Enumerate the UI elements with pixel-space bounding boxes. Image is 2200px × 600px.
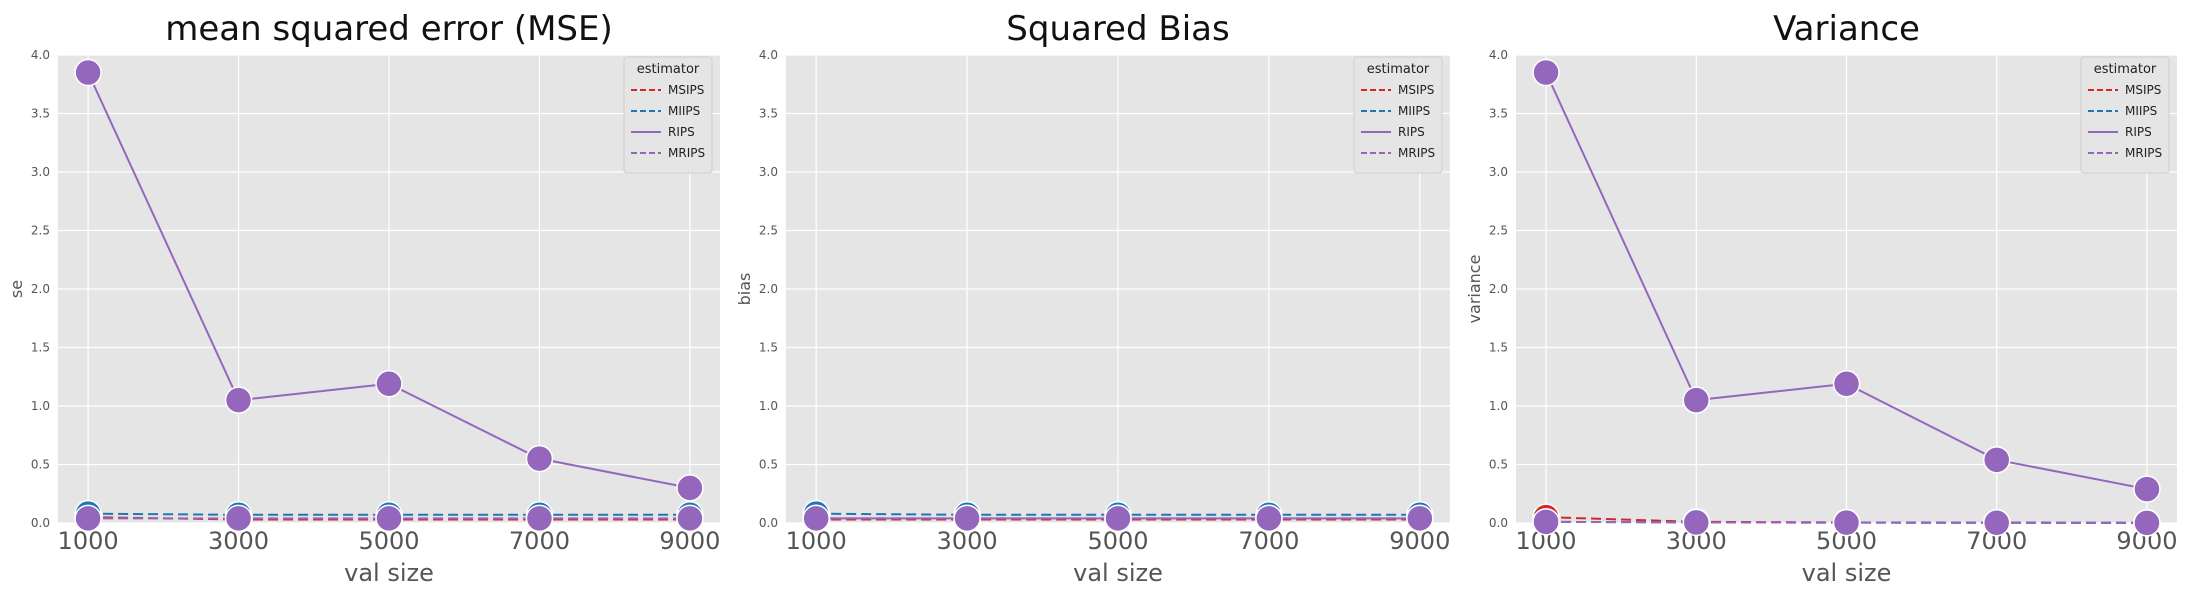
y-tick-label: 3.0 xyxy=(31,165,50,179)
legend-label-msips: MSIPS xyxy=(1398,83,1434,97)
chart-title: Variance xyxy=(1773,9,1920,49)
legend-label-mrips: MRIPS xyxy=(1398,146,1435,160)
data-point-mrips xyxy=(525,504,554,533)
data-point-mrips xyxy=(1682,508,1711,537)
y-tick-label: 0.0 xyxy=(31,516,50,530)
y-tick-label: 4.0 xyxy=(31,48,50,62)
y-tick-label: 2.5 xyxy=(1489,224,1508,238)
data-point-mrips xyxy=(375,504,403,533)
data-point-rips xyxy=(1832,370,1861,398)
data-point-rips xyxy=(953,504,981,533)
data-point-rips xyxy=(1982,446,2011,474)
data-point-rips xyxy=(1104,504,1132,533)
data-point-mrips xyxy=(1832,508,1861,537)
y-tick-label: 2.0 xyxy=(1489,282,1508,296)
x-axis-label: val size xyxy=(344,559,434,587)
y-axis-label: se xyxy=(7,280,26,298)
y-tick-label: 3.0 xyxy=(1489,165,1508,179)
data-point-mrips xyxy=(2133,509,2161,537)
data-point-rips xyxy=(1682,386,1711,414)
legend-box xyxy=(1353,56,1443,174)
legend: estimator MSIPS MIIPS RIPS MRIPS xyxy=(1353,56,1443,174)
y-tick-label: 2.0 xyxy=(759,282,778,296)
legend-title: estimator xyxy=(2094,62,2157,77)
legend-label-miips: MIIPS xyxy=(2125,104,2157,118)
data-point-mrips xyxy=(74,504,102,533)
legend-label-mrips: MRIPS xyxy=(668,146,705,160)
legend: estimator MSIPS MIIPS RIPS MRIPS xyxy=(623,56,713,174)
y-tick-label: 3.5 xyxy=(759,107,778,121)
data-point-rips xyxy=(676,474,704,502)
data-point-rips xyxy=(802,504,830,533)
chart-title: Squared Bias xyxy=(1006,9,1229,49)
legend-box xyxy=(2080,56,2170,174)
legend-box xyxy=(623,56,713,174)
y-axis-label: bias xyxy=(735,273,754,306)
data-point-rips xyxy=(525,444,554,473)
y-tick-label: 2.0 xyxy=(31,282,50,296)
data-point-mrips xyxy=(676,504,704,533)
y-tick-label: 1.0 xyxy=(759,399,778,413)
y-tick-label: 0.5 xyxy=(1489,458,1508,472)
y-tick-label: 3.5 xyxy=(1489,107,1508,121)
y-tick-label: 1.5 xyxy=(759,341,778,355)
y-tick-label: 0.5 xyxy=(759,458,778,472)
data-point-rips xyxy=(74,58,102,87)
y-tick-label: 2.5 xyxy=(31,224,50,238)
chart-title: mean squared error (MSE) xyxy=(165,9,613,49)
legend-label-mrips: MRIPS xyxy=(2125,146,2162,160)
legend-label-miips: MIIPS xyxy=(1398,104,1430,118)
y-tick-label: 3.5 xyxy=(31,107,50,121)
data-point-rips xyxy=(1406,504,1434,533)
legend-label-rips: RIPS xyxy=(2125,125,2152,139)
y-tick-label: 0.0 xyxy=(1489,516,1508,530)
x-axis-label: val size xyxy=(1073,559,1163,587)
data-point-rips xyxy=(375,370,403,398)
y-tick-label: 1.5 xyxy=(1489,341,1508,355)
x-axis-label: val size xyxy=(1802,559,1892,587)
data-point-rips xyxy=(1532,58,1560,87)
y-tick-label: 0.0 xyxy=(759,516,778,530)
legend: estimator MSIPS MIIPS RIPS MRIPS xyxy=(2080,56,2170,174)
data-point-mrips xyxy=(1532,508,1560,536)
y-tick-label: 3.0 xyxy=(759,165,778,179)
legend-title: estimator xyxy=(637,62,700,77)
legend-label-miips: MIIPS xyxy=(668,104,700,118)
y-tick-label: 1.0 xyxy=(1489,399,1508,413)
data-point-mrips xyxy=(1982,509,2011,537)
legend-label-msips: MSIPS xyxy=(2125,83,2161,97)
legend-label-msips: MSIPS xyxy=(668,83,704,97)
legend-label-rips: RIPS xyxy=(1398,125,1425,139)
y-tick-label: 4.0 xyxy=(759,48,778,62)
data-point-rips xyxy=(2133,475,2161,503)
legend-title: estimator xyxy=(1367,62,1430,77)
data-point-mrips xyxy=(224,504,253,533)
y-axis-label: variance xyxy=(1465,255,1484,324)
legend-label-rips: RIPS xyxy=(668,125,695,139)
y-tick-label: 0.5 xyxy=(31,458,50,472)
y-tick-label: 2.5 xyxy=(759,224,778,238)
y-tick-label: 4.0 xyxy=(1489,48,1508,62)
y-tick-label: 1.0 xyxy=(31,399,50,413)
y-tick-label: 1.5 xyxy=(31,341,50,355)
data-point-rips xyxy=(224,386,253,414)
data-point-rips xyxy=(1255,504,1283,533)
